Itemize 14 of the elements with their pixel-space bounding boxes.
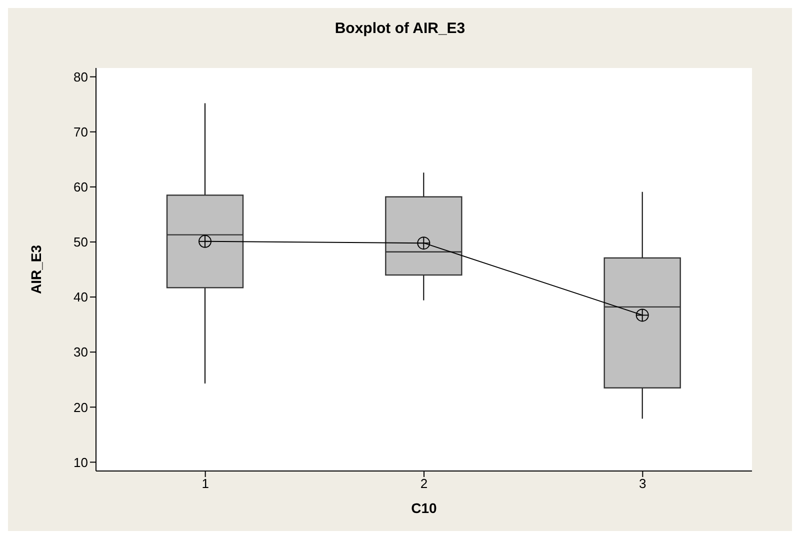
y-tick-label: 30 [74,344,88,360]
x-tick-label: 2 [420,476,428,492]
chart-title: Boxplot of AIR_E3 [334,20,466,37]
y-tick-label: 10 [74,454,88,470]
x-axis-title: C10 [411,500,438,516]
y-tick-label: 60 [74,180,88,195]
y-axis-title: AIR_E3 [28,244,44,294]
y-tick-label: 20 [74,400,88,415]
y-tick-label: 50 [74,234,88,250]
y-tick-label: 70 [74,124,88,140]
x-tick-label: 1 [202,476,209,492]
y-tick-label: 80 [74,69,88,84]
x-tick-label: 3 [639,476,646,492]
y-tick-label: 40 [74,290,88,305]
